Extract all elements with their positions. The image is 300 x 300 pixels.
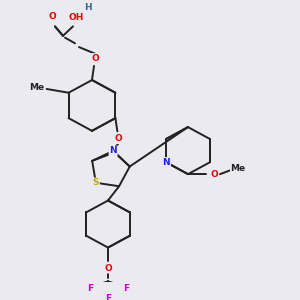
- Text: OH: OH: [68, 14, 84, 22]
- Text: H: H: [84, 3, 92, 12]
- Text: N: N: [163, 158, 170, 167]
- Text: O: O: [104, 264, 112, 273]
- Text: O: O: [210, 170, 218, 179]
- Text: O: O: [91, 54, 99, 63]
- Text: Me: Me: [230, 164, 246, 173]
- Text: N: N: [109, 146, 117, 155]
- Text: F: F: [123, 284, 129, 293]
- Text: O: O: [115, 134, 122, 143]
- Text: Me: Me: [29, 82, 44, 91]
- Text: S: S: [93, 178, 99, 187]
- Text: O: O: [48, 12, 56, 21]
- Text: F: F: [105, 294, 111, 300]
- Text: F: F: [87, 284, 93, 293]
